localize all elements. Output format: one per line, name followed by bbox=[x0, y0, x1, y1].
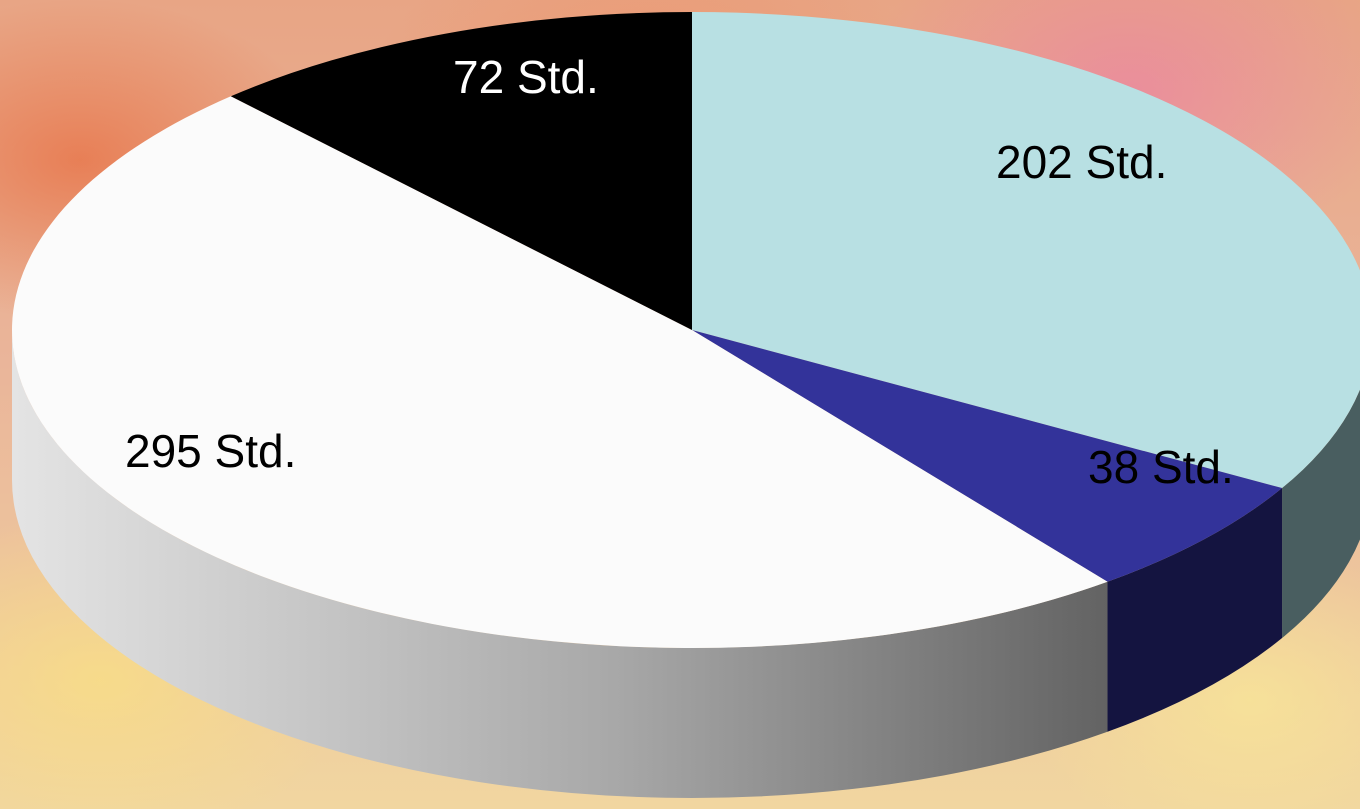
pie-slice-295 bbox=[12, 96, 1108, 648]
pie-sides bbox=[12, 330, 1360, 798]
pie-tops bbox=[12, 12, 1360, 648]
pie-slice-38 bbox=[692, 330, 1283, 582]
pie-slice-72 bbox=[230, 12, 692, 330]
slice-label-202: 202 Std. bbox=[996, 136, 1167, 188]
pie-slice-202 bbox=[692, 12, 1360, 489]
slice-label-72: 72 Std. bbox=[453, 51, 599, 103]
pie-side-202 bbox=[1282, 389, 1360, 639]
slice-label-38: 38 Std. bbox=[1088, 441, 1234, 493]
pie-side-295 bbox=[12, 330, 1108, 798]
slice-label-295: 295 Std. bbox=[125, 425, 296, 477]
pie-labels: 202 Std. 38 Std. 295 Std. 72 Std. bbox=[125, 51, 1234, 493]
pie-side-38 bbox=[1107, 488, 1283, 732]
